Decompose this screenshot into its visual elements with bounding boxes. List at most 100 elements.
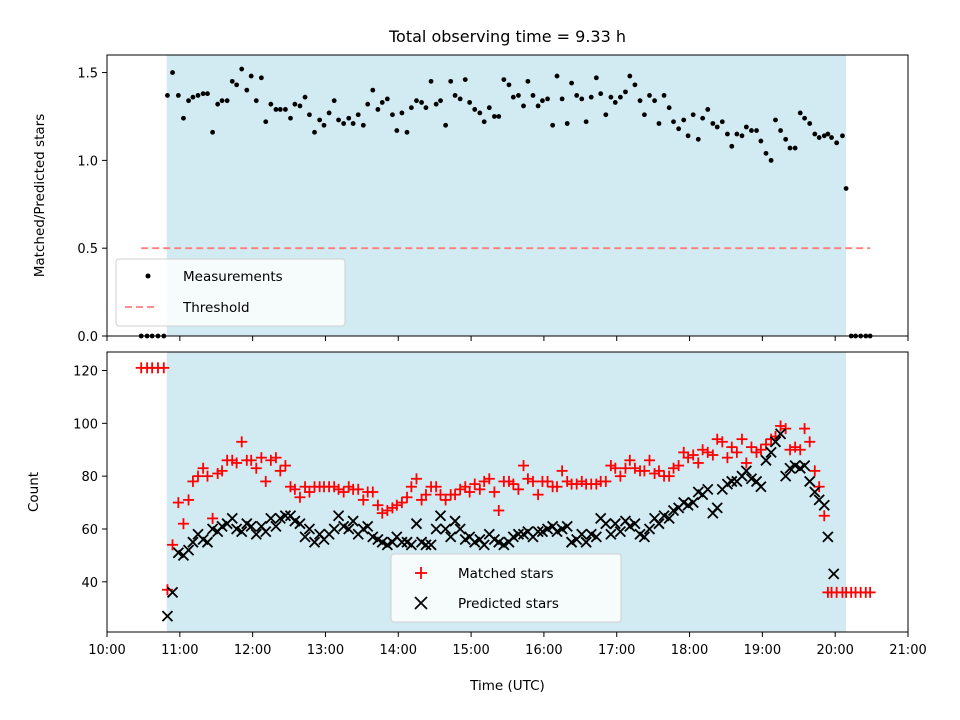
measurement-point	[317, 117, 323, 123]
predicted-star-point	[638, 531, 651, 543]
predicted-stars-points	[161, 428, 840, 622]
x-tick-label: 19:00	[744, 643, 781, 658]
measurement-point	[734, 131, 740, 137]
predicted-star-point	[425, 539, 437, 551]
matched-star-point	[250, 462, 262, 474]
y-tick-label: 100	[73, 417, 98, 432]
matched-star-point	[745, 441, 757, 453]
predicted-star-point	[343, 523, 355, 535]
predicted-star-point	[303, 523, 316, 535]
measurement-point	[593, 75, 599, 81]
matched-star-point	[619, 462, 631, 474]
predicted-star-point	[512, 528, 525, 540]
predicted-star-point	[226, 512, 238, 525]
predicted-star-point	[439, 523, 452, 535]
measurement-point	[685, 133, 691, 139]
measurement-point	[758, 138, 764, 144]
measurement-point	[510, 94, 516, 100]
predicted-star-point	[780, 470, 792, 482]
measurement-point	[588, 94, 594, 100]
x-axis-label: Time (UTC)	[469, 678, 545, 694]
measurement-point	[283, 107, 288, 112]
predicted-star-point	[643, 523, 656, 535]
measurement-point	[219, 98, 225, 104]
top-axes-frame	[106, 54, 909, 337]
measurement-point	[632, 82, 638, 88]
matched-star-point	[245, 454, 257, 466]
bottom-legend: Matched stars Predicted stars	[390, 553, 622, 623]
predicted-star-point	[449, 515, 461, 527]
matched-star-point	[420, 489, 432, 501]
measurement-point	[195, 92, 201, 98]
matched-star-point	[864, 586, 876, 598]
measurement-point	[248, 73, 254, 79]
measurement-point	[603, 112, 609, 118]
predicted-star-point	[653, 518, 665, 530]
measurement-point	[802, 115, 807, 121]
measurement-point	[408, 105, 414, 111]
measurement-point	[671, 119, 676, 125]
predicted-star-point	[161, 610, 174, 622]
measurement-point	[253, 98, 259, 104]
measurement-point	[569, 80, 574, 86]
measurement-point	[331, 98, 337, 104]
measurement-point	[215, 101, 221, 107]
predicted-star-point	[187, 536, 199, 548]
measurement-point	[695, 136, 701, 142]
predicted-star-point	[600, 518, 612, 530]
predicted-star-point	[702, 483, 714, 495]
matched-star-point	[158, 362, 170, 374]
measurement-point	[268, 101, 274, 107]
measurement-point	[423, 105, 429, 111]
matched-star-point	[551, 481, 563, 493]
matched-star-point	[172, 497, 184, 509]
matched-star-point	[474, 483, 486, 495]
predicted-star-point	[265, 512, 277, 525]
predicted-star-point	[201, 536, 214, 548]
measurement-point	[384, 96, 390, 102]
measurement-point	[535, 103, 541, 109]
measurement-point	[676, 126, 682, 132]
matched-star-point	[289, 483, 301, 495]
matched-star-point	[527, 475, 539, 487]
measurement-point	[438, 98, 443, 104]
measurement-point	[506, 82, 512, 88]
measurement-point	[792, 145, 798, 151]
matched-star-point	[609, 462, 621, 474]
y-tick-label: 120	[73, 364, 98, 379]
x-tick-label: 11:00	[161, 643, 198, 658]
matched-star-point	[711, 433, 723, 445]
measurement-point	[263, 119, 269, 125]
measurement-point	[583, 119, 589, 125]
measurement-point	[467, 100, 473, 105]
matched-star-point	[638, 465, 650, 477]
matched-star-point	[303, 486, 315, 498]
measurement-point	[336, 117, 341, 123]
measurement-point	[559, 96, 565, 102]
measurement-point	[598, 91, 604, 97]
measurement-point	[399, 110, 405, 116]
matched-star-point	[201, 470, 213, 482]
measurement-point	[617, 94, 623, 100]
predicted-star-point	[629, 518, 641, 530]
predicted-star-point	[614, 525, 627, 538]
matched-star-point	[522, 473, 534, 485]
measurement-point	[825, 131, 831, 137]
x-tick-label: 16:00	[525, 643, 562, 658]
matched-star-point	[183, 494, 195, 506]
measurement-point	[419, 100, 424, 105]
measurement-point	[486, 105, 492, 111]
measurement-point	[302, 94, 308, 100]
measurement-point	[574, 92, 580, 98]
top-legend-box	[115, 258, 346, 327]
measurement-point	[501, 77, 507, 82]
matched-star-point	[454, 483, 466, 495]
bottom-x-ticks: 10:00 11:00 12:00 13:00 14:00 15:00 16:00 17:00…	[88, 632, 927, 658]
x-tick-label: 15:00	[452, 643, 489, 658]
measurement-point	[754, 128, 759, 133]
measurement-point	[530, 92, 536, 98]
measurement-point	[710, 121, 716, 126]
matched-star-point	[731, 446, 743, 458]
measurement-point	[321, 122, 327, 128]
